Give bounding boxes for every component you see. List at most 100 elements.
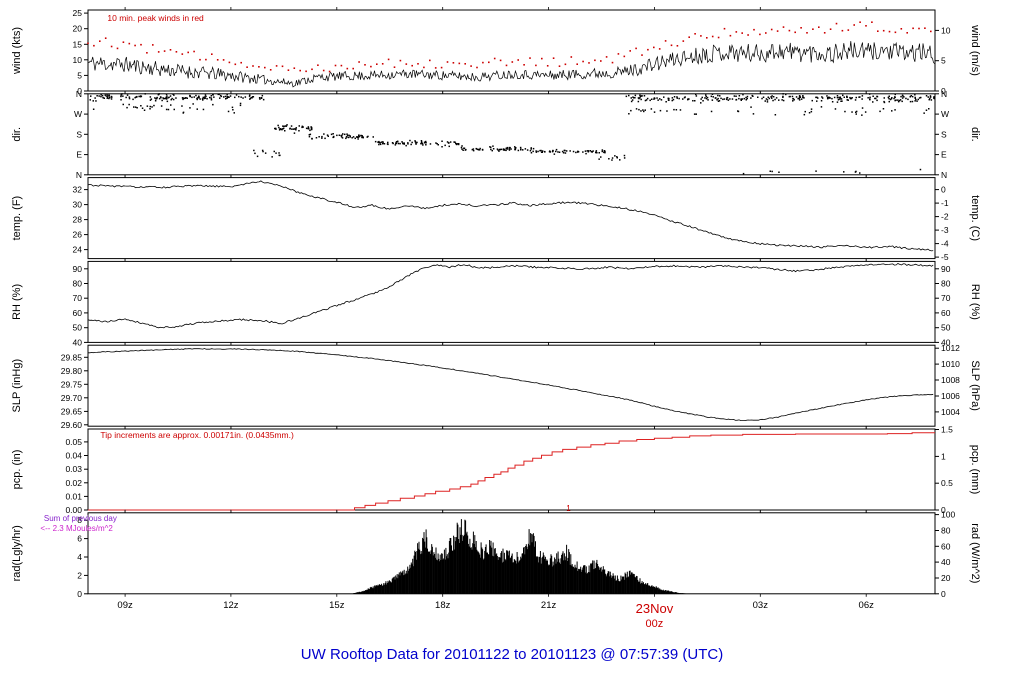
y-tick-label: 1010	[941, 359, 960, 369]
y-tick-label: 0.01	[65, 491, 82, 501]
y-tick-label: -2	[941, 212, 949, 222]
y-tick-label: 20	[73, 24, 83, 34]
y-tick-label: 0.03	[65, 464, 82, 474]
y-tick-label: 5	[941, 56, 946, 66]
y-tick-label: E	[941, 150, 947, 160]
series-line-temp	[87, 180, 934, 252]
panel-rh: 40 50 60 70 80 90 40 50 60 70 80 90 RH (%) RH (%)	[11, 258, 981, 347]
y-tick-label: 1006	[941, 391, 960, 401]
y-tick-label: 6	[77, 534, 82, 544]
y-tick-label: 0.04	[65, 451, 82, 461]
y-tick-label: N	[76, 170, 82, 180]
annotation-rad: <-- 2.3 MJoules/m^2	[40, 524, 113, 533]
y-tick-label: 90	[73, 264, 83, 274]
right-axis-label-rh: RH (%)	[969, 284, 981, 320]
y-tick-label: 20	[941, 573, 951, 583]
y-tick-label: N	[941, 89, 947, 99]
y-tick-label: 50	[73, 323, 83, 333]
y-tick-label: 80	[73, 279, 83, 289]
y-tick-label: 0.5	[941, 478, 953, 488]
y-tick-label: 60	[73, 308, 83, 318]
y-tick-label: 24	[73, 245, 83, 255]
y-tick-label: 1.5	[941, 425, 953, 435]
annotation-rad: Sum of previous day	[44, 514, 117, 523]
left-axis-label-rad: rad(Lgly/hr)	[11, 525, 23, 581]
y-tick-label: N	[941, 170, 947, 180]
series-line-wind	[87, 41, 935, 88]
y-tick-label: 10	[941, 25, 951, 35]
y-tick-label: 10	[73, 55, 83, 65]
annotation-pcp: Tip increments are approx. 0.00171in. (0…	[100, 430, 294, 440]
x-tick-label: 12z	[223, 600, 239, 611]
y-tick-label: -5	[941, 252, 949, 262]
series-line-rh	[87, 263, 934, 329]
x-tick-label: 06z	[859, 600, 875, 611]
series-precip-step	[88, 432, 935, 511]
annotation-wind: 10 min. peak winds in red	[107, 13, 204, 23]
series-direction-dots	[89, 93, 936, 175]
y-tick-label: 29.70	[61, 393, 83, 403]
y-tick-label: -1	[941, 198, 949, 208]
left-axis-label-slp: SLP (inHg)	[11, 359, 23, 413]
y-tick-label: 25	[73, 8, 83, 18]
y-tick-label: 60	[941, 541, 951, 551]
y-tick-label: 0	[941, 86, 946, 96]
y-tick-label: 2	[77, 570, 82, 580]
y-tick-label: 0	[77, 589, 82, 599]
x-tick-label: 03z	[753, 600, 769, 611]
y-tick-label: -3	[941, 225, 949, 235]
y-tick-label: W	[941, 109, 949, 119]
y-tick-label: 1008	[941, 375, 960, 385]
right-axis-label-rad: rad (W/m^2)	[969, 523, 981, 583]
y-tick-label: E	[76, 150, 82, 160]
y-tick-label: 40	[941, 557, 951, 567]
left-axis-label-wind: wind (kts)	[11, 27, 23, 75]
y-tick-label: 28	[73, 215, 83, 225]
y-tick-label: W	[74, 109, 82, 119]
right-axis-label-slp: SLP (hPa)	[969, 360, 981, 411]
y-tick-label: 26	[73, 230, 83, 240]
y-tick-label: 0	[941, 185, 946, 195]
x-tick-label: 15z	[329, 600, 345, 611]
y-tick-label: 70	[941, 293, 951, 303]
y-tick-label: 60	[941, 308, 951, 318]
y-tick-label: 70	[73, 293, 83, 303]
x-tick-label: 18z	[435, 600, 451, 611]
panel-slp: 29.60 29.65 29.70 29.75 29.80 29.85 1004 1006 10…	[11, 342, 981, 430]
panel-temp: 24 26 28 30 32 0 -1 -2 -3 -4 -5 temp. (F) temp. (C)	[11, 174, 981, 262]
right-axis-label-wind: wind (m/s)	[969, 24, 981, 76]
y-tick-label: 40	[941, 337, 951, 347]
x-tick-label-day: 23Nov	[636, 601, 674, 616]
y-tick-label: -4	[941, 239, 949, 249]
y-tick-label: 1004	[941, 407, 960, 417]
y-tick-label: 90	[941, 264, 951, 274]
y-tick-label: 1012	[941, 343, 960, 353]
y-tick-label: 29.75	[61, 379, 83, 389]
y-tick-label: 30	[73, 200, 83, 210]
left-axis-label-rh: RH (%)	[11, 284, 23, 320]
y-tick-label: 80	[941, 279, 951, 289]
y-tick-label: 15	[73, 39, 83, 49]
y-tick-label: 29.80	[61, 366, 83, 376]
y-tick-label: 29.65	[61, 406, 83, 416]
y-tick-label: N	[76, 89, 82, 99]
y-tick-label: 8	[77, 515, 82, 525]
y-tick-label: 0	[941, 589, 946, 599]
series-peak-dots	[87, 21, 932, 73]
left-axis-label-temp: temp. (F)	[11, 196, 23, 241]
y-tick-label: S	[76, 129, 82, 139]
y-tick-label: 29.85	[61, 352, 83, 362]
chart-title: UW Rooftop Data for 20101122 to 20101123…	[300, 646, 724, 663]
series-line-slp	[88, 348, 934, 422]
y-tick-label: 0	[77, 86, 82, 96]
y-tick-label: 29.60	[61, 420, 83, 430]
y-tick-label: 0.00	[65, 505, 82, 515]
y-tick-label: 80	[941, 526, 951, 536]
y-tick-label: 100	[941, 510, 955, 520]
y-tick-label: 50	[941, 323, 951, 333]
y-tick-label: 40	[73, 337, 83, 347]
y-tick-label: 4	[77, 552, 82, 562]
